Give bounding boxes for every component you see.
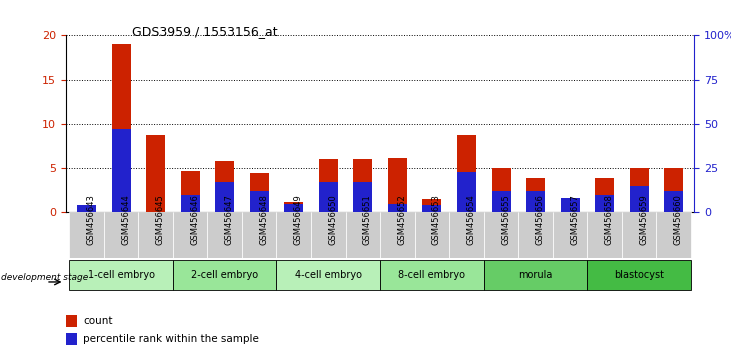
Text: blastocyst: blastocyst <box>614 269 664 280</box>
Bar <box>414 212 450 258</box>
Text: 1-cell embryo: 1-cell embryo <box>88 269 154 280</box>
Bar <box>526 178 545 212</box>
Bar <box>457 135 476 212</box>
Text: GDS3959 / 1553156_at: GDS3959 / 1553156_at <box>132 25 277 38</box>
Bar <box>284 202 303 212</box>
Text: GSM456658: GSM456658 <box>605 194 613 245</box>
Bar <box>423 199 442 212</box>
Bar <box>353 159 372 212</box>
Bar <box>484 260 588 290</box>
Text: GSM456655: GSM456655 <box>501 194 510 245</box>
Bar <box>112 129 131 212</box>
Text: GSM456643: GSM456643 <box>86 194 96 245</box>
Bar <box>112 44 131 212</box>
Text: GSM456660: GSM456660 <box>674 194 683 245</box>
Bar <box>242 212 276 258</box>
Bar <box>173 260 276 290</box>
Text: GSM456657: GSM456657 <box>570 194 579 245</box>
Bar <box>319 182 338 212</box>
Bar <box>380 212 414 258</box>
Bar <box>173 212 208 258</box>
Bar <box>77 205 96 212</box>
Bar <box>588 212 622 258</box>
Bar <box>69 212 104 258</box>
Text: GSM456650: GSM456650 <box>328 194 337 245</box>
Bar <box>215 161 234 212</box>
Bar <box>66 333 77 345</box>
Bar <box>595 195 614 212</box>
Bar <box>181 171 200 212</box>
Bar <box>250 191 269 212</box>
Text: development stage: development stage <box>1 273 88 282</box>
Bar <box>450 212 484 258</box>
Bar <box>276 212 311 258</box>
Bar <box>215 182 234 212</box>
Bar <box>388 158 407 212</box>
Text: GSM456654: GSM456654 <box>466 194 475 245</box>
Bar <box>380 260 484 290</box>
Bar <box>484 212 518 258</box>
Bar <box>77 205 96 212</box>
Text: GSM456659: GSM456659 <box>639 194 648 245</box>
Bar <box>664 168 683 212</box>
Bar <box>629 168 648 212</box>
Bar <box>69 260 173 290</box>
Bar <box>553 212 588 258</box>
Text: GSM456647: GSM456647 <box>224 194 234 245</box>
Bar <box>588 260 691 290</box>
Bar <box>423 205 442 212</box>
Bar <box>346 212 380 258</box>
Text: GSM456653: GSM456653 <box>432 194 441 245</box>
Bar <box>491 191 510 212</box>
Bar <box>284 204 303 212</box>
Bar <box>388 204 407 212</box>
Bar <box>138 212 173 258</box>
Bar <box>656 212 691 258</box>
Text: GSM456644: GSM456644 <box>121 194 130 245</box>
Bar <box>66 315 77 327</box>
Text: GSM456656: GSM456656 <box>536 194 545 245</box>
Text: count: count <box>83 316 113 326</box>
Bar <box>104 212 138 258</box>
Bar <box>181 195 200 212</box>
Text: GSM456648: GSM456648 <box>260 194 268 245</box>
Bar <box>353 182 372 212</box>
Text: GSM456651: GSM456651 <box>363 194 372 245</box>
Bar <box>518 212 553 258</box>
Bar <box>664 191 683 212</box>
Text: GSM456646: GSM456646 <box>190 194 199 245</box>
Bar <box>526 191 545 212</box>
Text: 2-cell embryo: 2-cell embryo <box>191 269 258 280</box>
Text: GSM456652: GSM456652 <box>398 194 406 245</box>
Bar <box>561 202 580 212</box>
Bar <box>629 186 648 212</box>
Bar <box>595 178 614 212</box>
Text: GSM456649: GSM456649 <box>294 194 303 245</box>
Bar <box>457 172 476 212</box>
Bar <box>311 212 346 258</box>
Text: 8-cell embryo: 8-cell embryo <box>398 269 466 280</box>
Text: percentile rank within the sample: percentile rank within the sample <box>83 334 260 344</box>
Bar <box>146 135 165 212</box>
Bar <box>622 212 656 258</box>
Bar <box>250 172 269 212</box>
Bar <box>208 212 242 258</box>
Bar <box>561 198 580 212</box>
Bar <box>319 159 338 212</box>
Bar <box>276 260 380 290</box>
Text: 4-cell embryo: 4-cell embryo <box>295 269 362 280</box>
Bar <box>491 168 510 212</box>
Text: GSM456645: GSM456645 <box>156 194 164 245</box>
Text: morula: morula <box>518 269 553 280</box>
